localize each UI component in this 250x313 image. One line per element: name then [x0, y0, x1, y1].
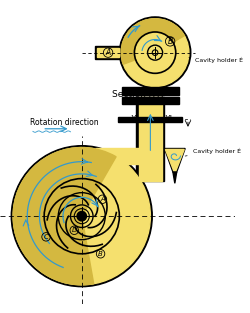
Text: B: B: [168, 37, 173, 46]
Bar: [139, 97, 162, 182]
Circle shape: [136, 33, 174, 72]
Text: A: A: [106, 48, 111, 57]
Text: Cavity holder É: Cavity holder É: [185, 148, 241, 156]
Text: Cavity holder É: Cavity holder É: [189, 57, 244, 63]
Bar: [122, 97, 178, 104]
Text: B: B: [98, 251, 103, 257]
Polygon shape: [166, 149, 184, 171]
Polygon shape: [173, 172, 177, 183]
Wedge shape: [13, 147, 116, 285]
Text: Section X-X': Section X-X': [112, 90, 166, 99]
Bar: [95, 46, 121, 59]
Text: Rotation direction: Rotation direction: [30, 118, 99, 127]
Circle shape: [13, 147, 150, 285]
Text: D: D: [72, 227, 77, 233]
Text: A: A: [100, 196, 105, 202]
Wedge shape: [121, 19, 184, 64]
Text: C: C: [44, 234, 49, 240]
Circle shape: [119, 17, 191, 88]
Text: X: X: [130, 115, 136, 124]
Text: X': X': [164, 115, 172, 124]
Bar: [136, 97, 164, 182]
Circle shape: [77, 212, 86, 221]
Bar: [118, 116, 182, 122]
Polygon shape: [164, 148, 185, 172]
Circle shape: [121, 19, 189, 86]
Polygon shape: [96, 147, 139, 165]
Bar: [122, 87, 178, 95]
Circle shape: [11, 146, 152, 287]
Bar: [97, 48, 119, 57]
